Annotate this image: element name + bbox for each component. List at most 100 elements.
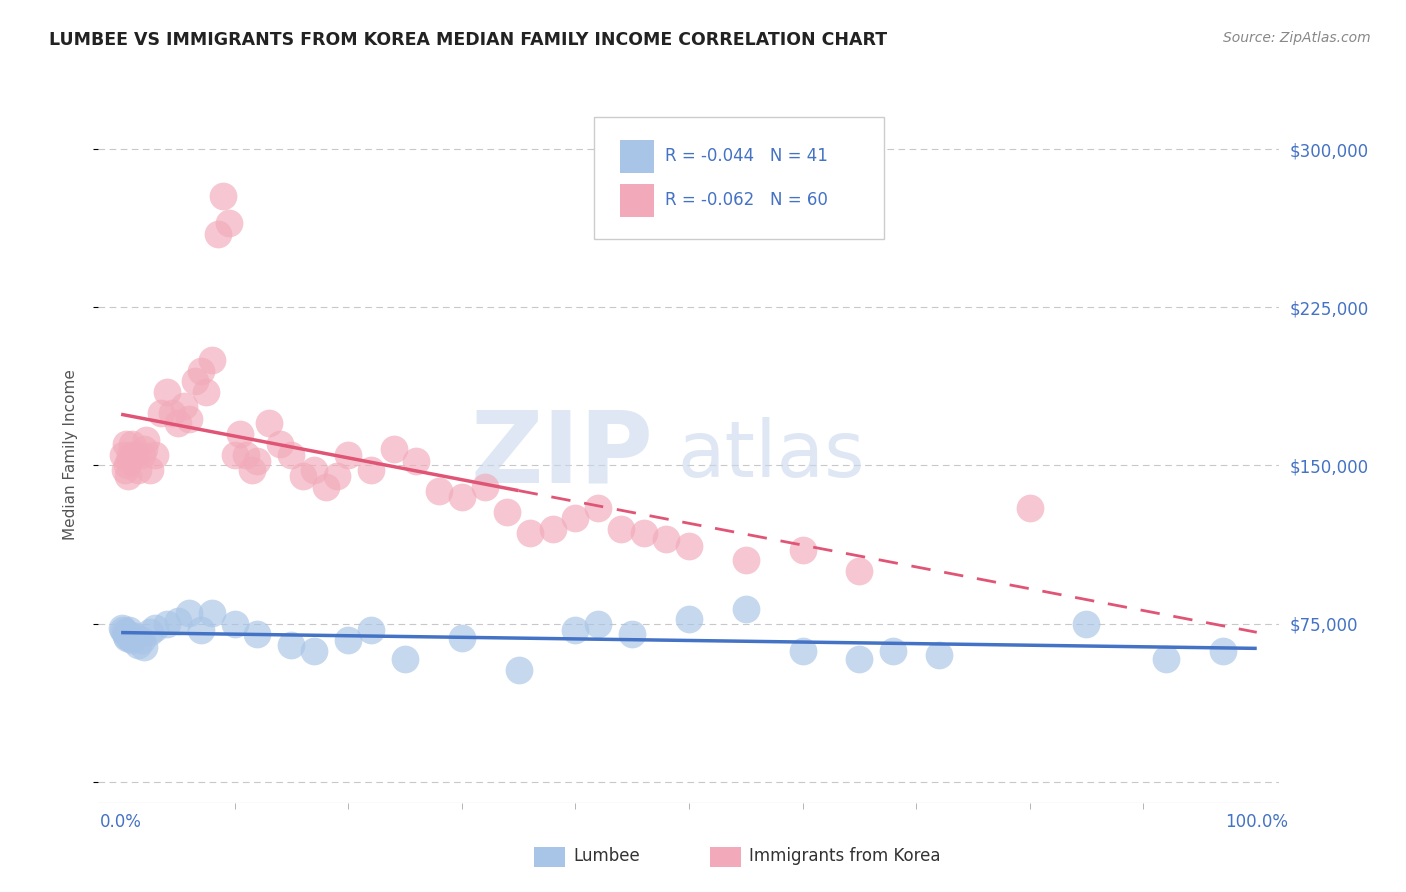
- Point: [315, 479, 337, 493]
- Point: [450, 632, 472, 646]
- Point: [167, 417, 190, 431]
- Point: [121, 437, 143, 451]
- Point: [229, 426, 252, 441]
- Point: [190, 623, 212, 637]
- Point: [564, 511, 586, 525]
- Point: [149, 406, 172, 420]
- Point: [1154, 652, 1177, 666]
- Point: [138, 625, 160, 640]
- Point: [1212, 644, 1234, 658]
- Point: [848, 564, 870, 578]
- Point: [201, 606, 224, 620]
- Point: [131, 633, 153, 648]
- Point: [302, 644, 325, 658]
- Point: [114, 625, 136, 640]
- Point: [224, 616, 246, 631]
- Point: [240, 463, 263, 477]
- Text: Lumbee: Lumbee: [574, 847, 640, 865]
- Point: [127, 638, 149, 652]
- Bar: [620, 184, 654, 217]
- Point: [112, 623, 135, 637]
- Point: [118, 454, 141, 468]
- Bar: [620, 140, 654, 173]
- Point: [621, 627, 644, 641]
- Point: [121, 633, 143, 648]
- Point: [1018, 500, 1040, 515]
- Point: [179, 606, 201, 620]
- Point: [792, 644, 814, 658]
- Point: [114, 629, 136, 643]
- Point: [246, 454, 269, 468]
- Point: [508, 663, 530, 677]
- Point: [564, 623, 586, 637]
- Point: [734, 553, 756, 567]
- Point: [882, 644, 904, 658]
- Point: [246, 627, 269, 641]
- Point: [792, 542, 814, 557]
- Point: [132, 640, 155, 654]
- Point: [291, 469, 314, 483]
- Point: [610, 522, 633, 536]
- Point: [280, 638, 302, 652]
- Point: [115, 458, 138, 473]
- Point: [201, 353, 224, 368]
- Point: [124, 629, 146, 643]
- Text: R = -0.062   N = 60: R = -0.062 N = 60: [665, 191, 828, 210]
- Point: [474, 479, 496, 493]
- Point: [212, 188, 235, 202]
- Text: Source: ZipAtlas.com: Source: ZipAtlas.com: [1223, 31, 1371, 45]
- Point: [162, 406, 183, 420]
- Point: [111, 621, 134, 635]
- Point: [112, 448, 135, 462]
- Point: [117, 627, 139, 641]
- Point: [360, 623, 382, 637]
- Point: [117, 469, 139, 483]
- Point: [257, 417, 280, 431]
- Point: [269, 437, 291, 451]
- Point: [326, 469, 349, 483]
- Point: [132, 442, 155, 456]
- Point: [167, 615, 190, 629]
- Text: ZIP: ZIP: [471, 407, 654, 503]
- Point: [190, 363, 212, 377]
- Point: [655, 533, 678, 547]
- Text: atlas: atlas: [678, 417, 865, 493]
- Point: [114, 437, 136, 451]
- Point: [124, 448, 146, 462]
- Point: [155, 616, 177, 631]
- Point: [195, 384, 218, 399]
- Point: [138, 463, 160, 477]
- Point: [633, 525, 655, 540]
- Point: [405, 454, 427, 468]
- Point: [360, 463, 382, 477]
- Point: [280, 448, 302, 462]
- Point: [207, 227, 229, 241]
- Point: [120, 448, 142, 462]
- Point: [928, 648, 950, 663]
- Point: [224, 448, 246, 462]
- Point: [184, 374, 207, 388]
- Point: [337, 448, 360, 462]
- Point: [427, 483, 450, 498]
- Y-axis label: Median Family Income: Median Family Income: [63, 369, 77, 541]
- Point: [1076, 616, 1098, 631]
- FancyBboxPatch shape: [595, 118, 884, 239]
- Text: R = -0.044   N = 41: R = -0.044 N = 41: [665, 147, 828, 165]
- Text: Immigrants from Korea: Immigrants from Korea: [749, 847, 941, 865]
- Point: [302, 463, 325, 477]
- Point: [734, 602, 756, 616]
- Point: [496, 505, 519, 519]
- Point: [143, 448, 166, 462]
- Point: [173, 400, 195, 414]
- Text: LUMBEE VS IMMIGRANTS FROM KOREA MEDIAN FAMILY INCOME CORRELATION CHART: LUMBEE VS IMMIGRANTS FROM KOREA MEDIAN F…: [49, 31, 887, 49]
- Point: [143, 621, 166, 635]
- Point: [127, 463, 149, 477]
- Point: [114, 463, 136, 477]
- Point: [218, 216, 240, 230]
- Point: [541, 522, 564, 536]
- Point: [450, 490, 472, 504]
- Point: [131, 448, 153, 462]
- Point: [848, 652, 870, 666]
- Point: [235, 448, 257, 462]
- Point: [135, 433, 157, 447]
